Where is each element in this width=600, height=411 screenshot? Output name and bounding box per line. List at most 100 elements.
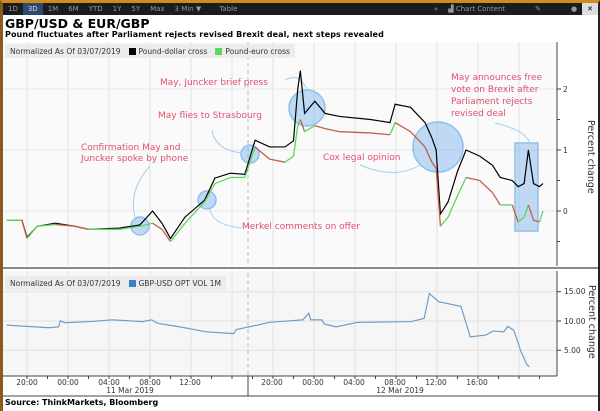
range-5y[interactable]: 5Y xyxy=(131,5,141,13)
series-pound-euro-segment xyxy=(447,195,459,218)
x-axis-bg xyxy=(3,376,598,396)
range-3d[interactable]: 3D xyxy=(22,3,43,15)
series-pound-euro-segment xyxy=(456,177,467,197)
series-pound-euro-segment xyxy=(479,180,493,194)
annotation-cox: Cox legal opinion xyxy=(323,153,401,163)
edit-icon[interactable]: ✎ xyxy=(535,5,542,13)
date-label: 12 Mar 2019 xyxy=(376,386,424,395)
legend-prefix: Normalized As Of 03/07/2019 xyxy=(10,46,121,56)
range-ytd[interactable]: YTD xyxy=(88,5,103,13)
gear-icon[interactable]: ● xyxy=(571,5,578,13)
chart-content-label: Chart Content xyxy=(455,5,506,13)
range-1m[interactable]: 1M xyxy=(47,5,59,13)
series-pound-euro-segment xyxy=(55,223,75,227)
series-pound-euro-segment xyxy=(533,219,540,223)
series-pound-euro-segment xyxy=(161,228,172,242)
series-pound-euro-segment xyxy=(119,225,140,230)
series-pound-euro-segment xyxy=(527,204,535,221)
series-pound-euro-segment xyxy=(523,204,530,218)
connector-free-vote xyxy=(494,122,531,144)
xtick-label: 00:00 xyxy=(57,378,79,387)
xtick-label: 20:00 xyxy=(16,378,38,387)
series-pound-euro-segment xyxy=(269,158,286,163)
series-pound-euro-segment xyxy=(152,222,163,230)
chart-content-button[interactable]: ▟ Chart Content xyxy=(443,3,510,15)
annotation-brief-press: May, Juncker brief press xyxy=(160,78,268,88)
annotation-phone-call: Confirmation May and Juncker spoke by ph… xyxy=(81,143,189,164)
legend-swatch-vol xyxy=(128,279,136,287)
xtick-label: 04:00 xyxy=(98,378,120,387)
range-6m[interactable]: 6M xyxy=(68,5,79,13)
series-pound-euro-segment xyxy=(299,119,306,132)
xtick-label: 20:00 xyxy=(261,378,283,387)
range-1d[interactable]: 1D xyxy=(8,5,18,13)
series-pound-euro-segment xyxy=(204,183,216,203)
series-pound-euro-segment xyxy=(304,125,316,133)
table-button[interactable]: Table xyxy=(219,5,238,13)
xtick-label: 04:00 xyxy=(343,378,365,387)
toolbar: 1D 3D 1M 6M YTD 1Y 5Y Max 3 Min ▼ Table « ▟ Cha… xyxy=(3,3,598,15)
interval-dropdown[interactable]: 3 Min ▼ xyxy=(174,5,202,13)
collapse-button[interactable]: « xyxy=(433,5,439,13)
series-pound-euro-segment xyxy=(214,176,231,185)
series-pound-euro-segment xyxy=(292,125,299,157)
close-icon[interactable]: ✕ xyxy=(582,3,598,15)
series-gbp-usd-vol xyxy=(6,292,530,368)
source-note: Source: ThinkMarkets, Bloomberg xyxy=(5,398,159,407)
series-pound-euro-segment xyxy=(389,122,396,136)
series-pound-euro-segment xyxy=(410,131,426,148)
connector-strasbourg xyxy=(211,129,243,154)
highlight-free-vote xyxy=(514,142,539,232)
series-pound-euro-segment xyxy=(254,146,271,160)
series-pound-euro-segment xyxy=(297,119,301,126)
series-pound-dollar xyxy=(6,70,544,240)
series-pound-euro-segment xyxy=(431,161,437,169)
series-pound-euro-segment xyxy=(37,223,56,227)
ytick-label: 10.00 xyxy=(564,317,586,326)
legend-vol[interactable]: GBP-USD OPT VOL 1M xyxy=(138,278,222,288)
series-pound-euro-segment xyxy=(439,216,449,227)
xtick-label: 12:00 xyxy=(179,378,201,387)
xtick-label: 12:00 xyxy=(425,378,447,387)
chart-icon: ▟ xyxy=(448,5,456,13)
chart-subtitle: Pound fluctuates after Parliament reject… xyxy=(5,30,384,39)
legend-pound-euro[interactable]: Pound-euro cross xyxy=(225,46,290,56)
connector-brief-press xyxy=(284,77,308,91)
connector-merkel xyxy=(209,208,243,229)
series-pound-euro-segment xyxy=(511,204,519,223)
connector-phone-call xyxy=(132,165,151,218)
series-pound-euro-segment xyxy=(491,192,501,206)
range-max[interactable]: Max xyxy=(150,5,165,13)
range-1y[interactable]: 1Y xyxy=(112,5,122,13)
series-pound-euro-segment xyxy=(169,222,186,242)
series-pound-euro-segment xyxy=(139,222,153,227)
highlight-brief-press xyxy=(288,89,326,127)
xtick-label: 08:00 xyxy=(384,378,406,387)
date-label: 11 Mar 2019 xyxy=(106,386,154,395)
bottom-legend: Normalized As Of 03/07/2019 GBP-USD OPT … xyxy=(5,276,227,290)
ytick-label: 2 xyxy=(563,85,568,94)
series-pound-euro-segment xyxy=(244,146,256,178)
ytick-label: 0 xyxy=(563,207,568,216)
series-pound-euro-segment xyxy=(370,132,391,136)
annotation-strasbourg: May flies to Strasbourg xyxy=(158,111,262,121)
annotation-free-vote: May announces free vote on Brexit after … xyxy=(451,73,543,119)
top-legend: Normalized As Of 03/07/2019 Pound-dollar… xyxy=(5,44,295,58)
highlight-cox xyxy=(412,121,464,173)
series-pound-euro-segment xyxy=(184,201,206,224)
series-pound-euro-segment xyxy=(538,210,544,223)
series-pound-euro-segment xyxy=(324,128,340,133)
chart-title: GBP/USD & EUR/GBP xyxy=(5,16,150,31)
bottom-y-axis-title: Percent change xyxy=(586,285,597,359)
series-pound-euro-segment xyxy=(435,168,442,227)
ytick-label: 1 xyxy=(563,146,568,155)
series-pound-euro-segment xyxy=(21,219,28,239)
series-pound-euro-segment xyxy=(465,176,480,182)
legend-swatch-pound-euro xyxy=(215,47,223,55)
legend-pound-dollar[interactable]: Pound-dollar cross xyxy=(138,46,208,56)
series-pound-euro-segment xyxy=(424,146,433,163)
series-pound-euro-segment xyxy=(74,225,89,230)
legend-swatch-pound-dollar xyxy=(128,47,136,55)
